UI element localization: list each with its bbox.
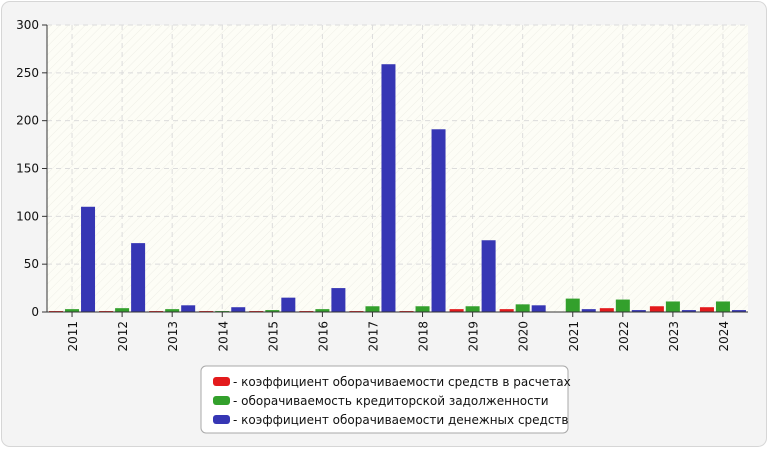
bar-2017-series-2 bbox=[365, 306, 380, 312]
x-tick-label: 2022 bbox=[617, 321, 631, 352]
bar-2013-series-3 bbox=[181, 305, 196, 312]
legend-swatch bbox=[213, 377, 230, 386]
bar-2019-series-1 bbox=[449, 309, 464, 312]
bar-2019-series-3 bbox=[481, 240, 496, 312]
x-tick-label: 2020 bbox=[517, 321, 531, 352]
bar-2017-series-3 bbox=[381, 64, 396, 313]
y-tick-label: 100 bbox=[16, 209, 39, 223]
bar-2024-series-3 bbox=[731, 310, 746, 312]
bar-2023-series-2 bbox=[665, 301, 680, 312]
x-tick-label: 2019 bbox=[467, 321, 481, 352]
legend-box bbox=[200, 365, 569, 434]
y-tick-label: 50 bbox=[24, 257, 39, 271]
x-tick-label: 2021 bbox=[567, 321, 581, 352]
y-tick-label: 200 bbox=[16, 114, 39, 128]
legend-swatch bbox=[213, 415, 230, 424]
x-tick-label: 2013 bbox=[166, 321, 180, 352]
bar-2022-series-3 bbox=[631, 310, 646, 312]
bar-2011-series-3 bbox=[81, 206, 96, 312]
x-tick-label: 2018 bbox=[417, 321, 431, 352]
bar-2016-series-2 bbox=[315, 309, 330, 312]
bar-2021-series-2 bbox=[565, 298, 580, 312]
bar-2021-series-3 bbox=[581, 309, 596, 312]
bar-2014-series-3 bbox=[231, 307, 246, 312]
bar-2018-series-2 bbox=[415, 306, 430, 312]
x-tick-label: 2016 bbox=[316, 321, 330, 352]
x-tick-label: 2023 bbox=[667, 321, 681, 352]
bar-2020-series-2 bbox=[515, 304, 530, 312]
bar-2023-series-3 bbox=[681, 310, 696, 312]
y-tick-label: 300 bbox=[16, 18, 39, 32]
x-tick-label: 2012 bbox=[116, 321, 130, 352]
bar-2018-series-3 bbox=[431, 129, 446, 312]
legend: - коэффициент оборачиваемости средств в … bbox=[200, 365, 571, 434]
bar-2024-series-1 bbox=[699, 307, 714, 312]
bar-2022-series-1 bbox=[599, 308, 614, 312]
axes: 0 50 100 150 200 250 300 2011 2012 2013 2014 2015 20… bbox=[16, 18, 748, 352]
bar-2023-series-1 bbox=[649, 306, 664, 312]
y-tick-label: 0 bbox=[31, 305, 39, 319]
gridlines bbox=[47, 24, 748, 312]
plot-area bbox=[47, 25, 748, 312]
legend-swatch bbox=[213, 396, 230, 405]
legend-label: - оборачиваемость кредиторской задолженн… bbox=[233, 394, 549, 408]
legend-label: - коэффициент оборачиваемости денежных с… bbox=[233, 413, 569, 427]
bar-2011-series-2 bbox=[65, 309, 80, 312]
y-tick-label: 150 bbox=[16, 162, 39, 176]
bar-2012-series-2 bbox=[115, 308, 130, 312]
x-tick-label: 2011 bbox=[66, 321, 80, 352]
bar-2013-series-2 bbox=[165, 309, 180, 312]
legend-label: - коэффициент оборачиваемости средств в … bbox=[233, 375, 571, 389]
bar-2016-series-3 bbox=[331, 288, 346, 312]
x-tick-label: 2014 bbox=[216, 321, 230, 352]
bar-2015-series-3 bbox=[281, 297, 296, 312]
bar-2022-series-2 bbox=[615, 299, 630, 312]
bar-2024-series-2 bbox=[715, 301, 730, 312]
bar-2012-series-3 bbox=[131, 243, 146, 312]
bar-2020-series-3 bbox=[531, 305, 546, 312]
x-tick-label: 2024 bbox=[717, 321, 731, 352]
bar-2019-series-2 bbox=[465, 306, 480, 312]
x-tick-label: 2017 bbox=[366, 321, 380, 352]
bar-2015-series-2 bbox=[265, 310, 280, 312]
x-tick-label: 2015 bbox=[266, 321, 280, 352]
y-tick-label: 250 bbox=[16, 66, 39, 80]
bar-2020-series-1 bbox=[499, 309, 514, 312]
